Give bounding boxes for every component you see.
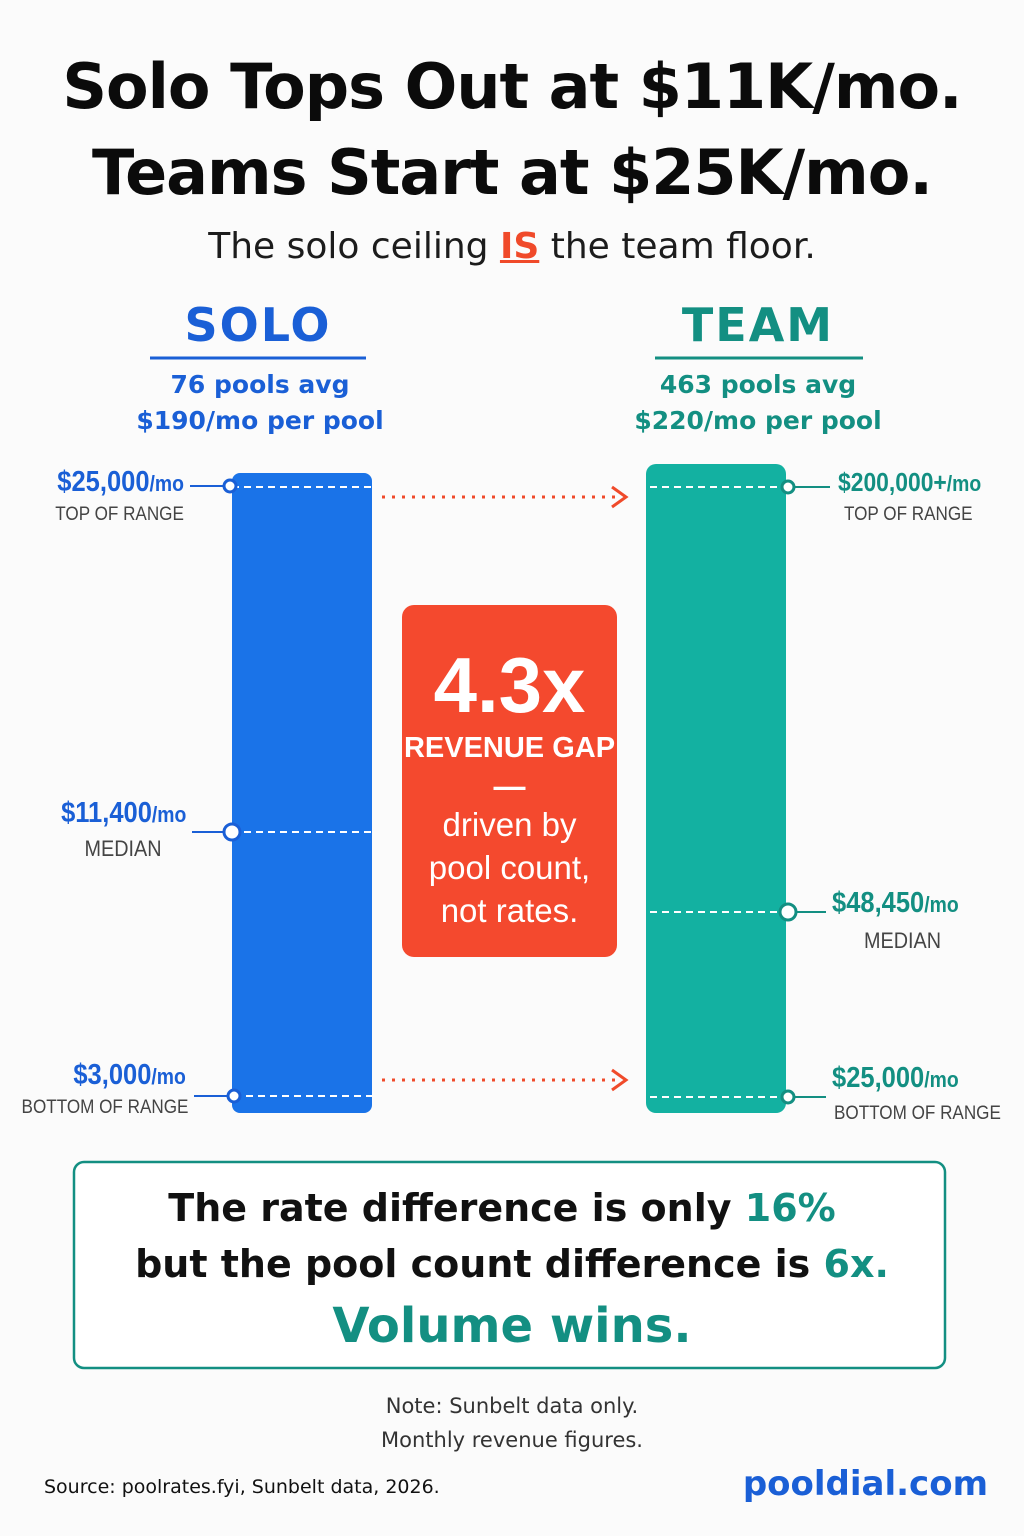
amount: $25,000: [57, 466, 150, 498]
arrowhead: [611, 1068, 629, 1092]
amount: $25,000: [832, 1062, 925, 1094]
callout-divider: —: [493, 768, 526, 804]
title-line: Teams Start at $25K/mo.: [92, 136, 933, 209]
subtitle: The solo ceiling IS the team floor.: [0, 226, 1024, 267]
level-amount: $48,450/mo: [832, 887, 959, 920]
column-pools: 76 pools avg: [170, 370, 350, 399]
team-bar: [646, 464, 786, 1113]
level-label: BOTTOM OF RANGE: [21, 1097, 188, 1118]
callout-line: pool count,: [428, 849, 591, 886]
title-line: Solo Tops Out at $11K/mo.: [62, 50, 962, 123]
brand[interactable]: pooldial.com: [742, 1464, 988, 1504]
team-dots: [778, 479, 798, 1105]
callout-line: not rates.: [440, 892, 579, 929]
summary-text: The rate difference is only: [168, 1186, 732, 1230]
amount: $48,450: [832, 887, 925, 919]
summary-line: The rate difference is only 16%: [0, 1186, 1014, 1230]
dot: [226, 1088, 242, 1104]
unit: /mo: [924, 892, 959, 917]
level-label: TOP OF RANGE: [844, 504, 973, 525]
solo-bar: [232, 473, 372, 1113]
unit: /mo: [924, 1067, 959, 1092]
level-label: BOTTOM OF RANGE: [834, 1103, 1001, 1124]
summary-text: but the pool count difference is: [135, 1242, 811, 1286]
dot: [778, 902, 798, 922]
subtitle-text: the team floor.: [550, 226, 816, 267]
column-rate: $220/mo per pool: [634, 406, 882, 435]
callout-figure: 4.3x: [433, 641, 586, 729]
solo-leaders: [190, 485, 234, 1097]
summary-highlight: 6x.: [823, 1242, 889, 1286]
summary-conclusion: Volume wins.: [332, 1298, 692, 1354]
amount: $11,400: [60, 797, 152, 829]
level-amount: $25,000/mo: [57, 466, 184, 499]
column-rate: $190/mo per pool: [136, 406, 384, 435]
level-amount: $25,000/mo: [832, 1062, 959, 1095]
dot: [780, 1089, 796, 1105]
amount: $3,000: [73, 1059, 152, 1091]
note-line: Note: Sunbelt data only.: [385, 1394, 639, 1418]
source: Source: poolrates.fyi, Sunbelt data, 202…: [44, 1476, 440, 1498]
dot: [222, 822, 242, 842]
callout-heading: REVENUE GAP: [403, 732, 616, 764]
column-name: SOLO: [184, 298, 332, 352]
team-leaders: [788, 486, 830, 1098]
unit: /mo: [149, 471, 184, 496]
level-amount: $11,400/mo: [61, 797, 186, 830]
bar-guides: [232, 486, 788, 1098]
level-amount: $3,000/mo: [74, 1059, 186, 1092]
unit: /mo: [946, 471, 982, 496]
callout-line: driven by: [442, 806, 577, 843]
amount: $200,000+: [838, 467, 947, 497]
summary-line: but the pool count difference is 6x.: [0, 1242, 1024, 1286]
level-label: MEDIAN: [84, 836, 162, 861]
summary-box: [72, 1160, 947, 1370]
arrows: [382, 485, 629, 1092]
dot: [780, 479, 796, 495]
level-label: TOP OF RANGE: [55, 504, 184, 525]
note-line: Monthly revenue figures.: [381, 1428, 643, 1452]
solo-dots: [222, 478, 242, 1104]
dot: [222, 478, 238, 494]
unit: /mo: [151, 802, 186, 827]
callout-box: [402, 605, 617, 957]
unit: /mo: [151, 1064, 186, 1089]
subtitle-emphasis: IS: [499, 226, 540, 267]
column-name: TEAM: [681, 298, 835, 352]
subtitle-text: The solo ceiling: [208, 226, 489, 267]
arrowhead: [611, 485, 629, 509]
column-pools: 463 pools avg: [659, 370, 857, 399]
summary-highlight: 16%: [744, 1186, 836, 1230]
level-label: MEDIAN: [864, 928, 942, 953]
level-amount: $200,000+/mo: [838, 467, 981, 498]
